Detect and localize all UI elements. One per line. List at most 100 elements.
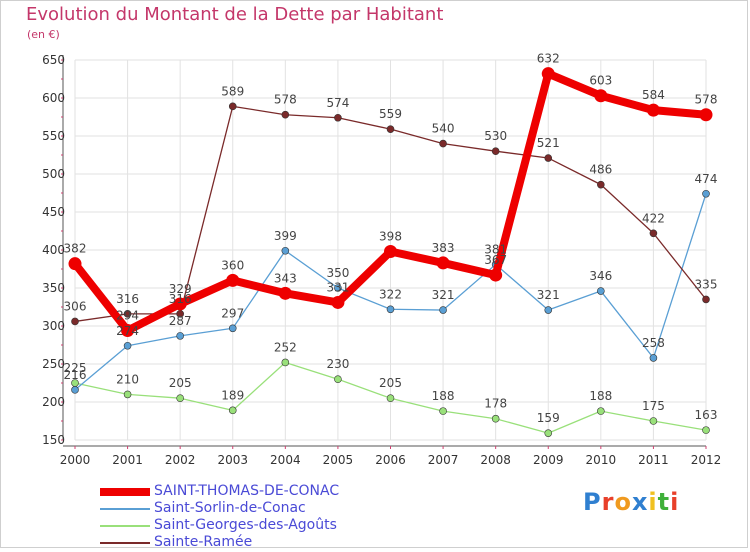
- data-point: [646, 103, 660, 117]
- y-tick-label: 150: [42, 433, 65, 447]
- data-label: 422: [642, 211, 665, 225]
- y-tick-label: 400: [42, 243, 65, 257]
- x-tick-label: 2002: [165, 453, 196, 467]
- data-label: 252: [274, 340, 297, 354]
- data-label: 178: [484, 397, 507, 411]
- data-point: [228, 406, 237, 415]
- x-tick-label: 2012: [691, 453, 722, 467]
- y-tick-label: 350: [42, 281, 65, 295]
- data-label: 188: [589, 389, 612, 403]
- data-label: 521: [537, 136, 560, 150]
- data-point: [334, 375, 342, 384]
- data-label: 321: [537, 288, 560, 302]
- data-label: 367: [484, 253, 507, 267]
- data-label: 225: [64, 361, 87, 375]
- data-point: [123, 341, 132, 350]
- data-point: [439, 407, 447, 415]
- data-point: [597, 180, 605, 189]
- data-label: 360: [221, 258, 244, 272]
- x-tick-label: 2010: [586, 453, 617, 467]
- data-label: 343: [274, 271, 297, 285]
- logo-letter: t: [657, 488, 671, 516]
- data-point: [71, 386, 79, 394]
- logo-letter: o: [614, 488, 632, 516]
- chart-title: Evolution du Montant de la Dette par Hab…: [26, 4, 444, 25]
- data-point: [68, 257, 82, 271]
- data-label: 294: [116, 309, 139, 323]
- x-tick-label: 2003: [217, 453, 248, 467]
- data-label: 230: [326, 357, 349, 371]
- data-point: [386, 125, 395, 133]
- logo-letter: i: [648, 488, 658, 516]
- series-lines: [68, 67, 713, 437]
- legend-label: Saint-Georges-des-Agoûts: [154, 517, 337, 533]
- data-label: 584: [642, 88, 665, 102]
- data-point: [702, 426, 710, 434]
- data-label: 216: [64, 368, 87, 382]
- proxiti-logo: Proxiti: [583, 488, 679, 516]
- y-tick-label: 550: [42, 129, 65, 143]
- data-label: 297: [221, 306, 244, 320]
- data-point: [436, 256, 450, 270]
- data-label: 350: [326, 266, 349, 280]
- axes: [61, 55, 707, 449]
- y-tick-label: 200: [42, 395, 65, 409]
- data-label: 530: [484, 129, 507, 143]
- data-point: [594, 89, 608, 103]
- data-point: [123, 390, 132, 399]
- x-tick-label: 2004: [270, 453, 301, 467]
- data-point: [439, 139, 447, 148]
- legend-swatch: [100, 488, 150, 496]
- y-tick-label: 450: [42, 205, 65, 219]
- legend-swatch: [100, 542, 150, 544]
- data-point: [173, 297, 187, 311]
- data-point: [334, 113, 342, 122]
- data-point: [281, 110, 290, 119]
- y-tick-label: 650: [42, 53, 65, 67]
- data-label: 205: [379, 376, 402, 390]
- data-label: 287: [169, 314, 192, 328]
- data-point: [334, 284, 342, 292]
- data-point: [176, 394, 184, 403]
- data-point: [226, 273, 240, 287]
- data-label: 331: [326, 280, 349, 294]
- x-tick-label: 2008: [480, 453, 511, 467]
- data-point: [228, 324, 237, 333]
- legend-label: Sainte-Ramée: [154, 534, 253, 550]
- data-point: [544, 154, 553, 162]
- data-label: 474: [695, 172, 718, 186]
- data-label: 559: [379, 107, 402, 121]
- data-point: [386, 305, 395, 314]
- data-label: 589: [221, 84, 244, 98]
- logo-letter: x: [631, 488, 649, 516]
- legend-swatch: [100, 508, 150, 510]
- data-point: [544, 429, 553, 437]
- x-tick-label: 2005: [323, 453, 354, 467]
- logo-letter: P: [583, 488, 602, 516]
- data-point: [176, 332, 184, 340]
- data-label: 205: [169, 376, 192, 390]
- data-label: 603: [589, 74, 612, 88]
- data-label: 540: [432, 122, 455, 136]
- data-point: [541, 67, 555, 81]
- y-tick-label: 600: [42, 91, 65, 105]
- logo-letter: r: [601, 488, 615, 516]
- data-point: [649, 417, 658, 425]
- y-tick-labels: 150 200 250 300 350 400 450 500 550 600 650: [42, 53, 65, 447]
- legend-swatch: [100, 525, 150, 527]
- data-label: 383: [432, 241, 455, 255]
- data-point: [597, 287, 605, 295]
- data-point: [702, 295, 710, 304]
- data-label: 189: [221, 388, 244, 402]
- data-label: 322: [379, 287, 402, 301]
- data-label: 274: [116, 324, 139, 338]
- y-tick-label: 500: [42, 167, 65, 181]
- x-tick-label: 2000: [60, 453, 91, 467]
- chart-unit-label: (en €): [27, 28, 60, 41]
- data-label: 163: [695, 408, 718, 422]
- data-label: 382: [64, 242, 87, 256]
- x-tick-label: 2001: [112, 453, 143, 467]
- data-label: 175: [642, 399, 665, 413]
- y-tick-label: 300: [42, 319, 65, 333]
